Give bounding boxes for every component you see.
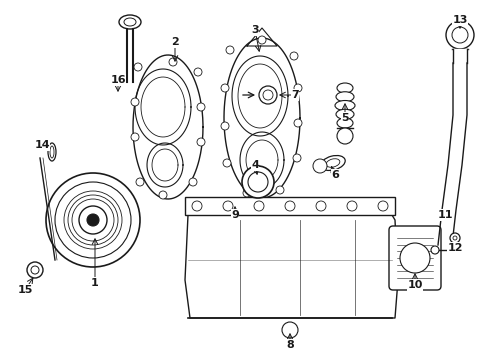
FancyBboxPatch shape bbox=[388, 226, 440, 290]
Circle shape bbox=[221, 122, 228, 130]
Circle shape bbox=[169, 58, 177, 66]
Circle shape bbox=[131, 133, 139, 141]
Circle shape bbox=[293, 119, 302, 127]
Bar bbox=[184, 197, 394, 215]
Ellipse shape bbox=[124, 18, 136, 26]
Text: 5: 5 bbox=[341, 113, 348, 123]
Circle shape bbox=[136, 178, 143, 186]
Text: 1: 1 bbox=[91, 278, 99, 288]
Polygon shape bbox=[127, 29, 133, 82]
Circle shape bbox=[282, 322, 297, 338]
Circle shape bbox=[55, 182, 131, 258]
Circle shape bbox=[131, 98, 139, 106]
Text: 10: 10 bbox=[407, 280, 422, 290]
Circle shape bbox=[64, 191, 122, 249]
Circle shape bbox=[225, 46, 234, 54]
Circle shape bbox=[72, 199, 114, 241]
Circle shape bbox=[336, 128, 352, 144]
Circle shape bbox=[194, 68, 202, 76]
Circle shape bbox=[27, 262, 43, 278]
Polygon shape bbox=[184, 215, 397, 318]
Circle shape bbox=[430, 246, 438, 254]
Text: 9: 9 bbox=[231, 210, 239, 220]
Circle shape bbox=[197, 138, 204, 146]
Circle shape bbox=[253, 201, 264, 211]
Circle shape bbox=[223, 159, 230, 167]
Circle shape bbox=[292, 154, 301, 162]
Circle shape bbox=[242, 166, 273, 198]
Circle shape bbox=[312, 159, 326, 173]
Circle shape bbox=[134, 63, 142, 71]
Text: 12: 12 bbox=[447, 243, 462, 253]
Ellipse shape bbox=[325, 159, 339, 167]
Text: 14: 14 bbox=[34, 140, 50, 150]
Circle shape bbox=[289, 52, 297, 60]
Circle shape bbox=[159, 191, 167, 199]
Ellipse shape bbox=[320, 156, 345, 171]
Ellipse shape bbox=[335, 109, 353, 119]
Text: 16: 16 bbox=[110, 75, 125, 85]
Circle shape bbox=[68, 195, 118, 245]
Text: 4: 4 bbox=[250, 160, 259, 170]
Text: 8: 8 bbox=[285, 340, 293, 350]
Circle shape bbox=[399, 243, 429, 273]
Text: 7: 7 bbox=[290, 90, 298, 100]
Ellipse shape bbox=[336, 118, 352, 128]
Ellipse shape bbox=[50, 146, 54, 158]
Ellipse shape bbox=[119, 15, 141, 29]
Circle shape bbox=[31, 266, 39, 274]
Text: 6: 6 bbox=[330, 170, 338, 180]
Circle shape bbox=[315, 201, 325, 211]
Circle shape bbox=[87, 214, 99, 226]
Text: 11: 11 bbox=[436, 210, 452, 220]
Circle shape bbox=[46, 173, 140, 267]
Circle shape bbox=[192, 201, 202, 211]
Circle shape bbox=[79, 206, 107, 234]
Circle shape bbox=[445, 21, 473, 49]
Circle shape bbox=[285, 201, 294, 211]
Circle shape bbox=[377, 201, 387, 211]
Ellipse shape bbox=[334, 100, 354, 111]
Circle shape bbox=[259, 86, 276, 104]
Polygon shape bbox=[452, 49, 466, 63]
Circle shape bbox=[451, 27, 467, 43]
Circle shape bbox=[263, 90, 272, 100]
Circle shape bbox=[247, 172, 267, 192]
Circle shape bbox=[189, 178, 197, 186]
Circle shape bbox=[221, 84, 228, 92]
Text: 15: 15 bbox=[17, 285, 33, 295]
Circle shape bbox=[346, 201, 356, 211]
Circle shape bbox=[223, 201, 232, 211]
Text: 13: 13 bbox=[451, 15, 467, 25]
Ellipse shape bbox=[48, 143, 56, 161]
Ellipse shape bbox=[335, 92, 353, 102]
Text: 2: 2 bbox=[171, 37, 179, 47]
Circle shape bbox=[293, 84, 302, 92]
Ellipse shape bbox=[336, 83, 352, 93]
Circle shape bbox=[452, 236, 456, 240]
Circle shape bbox=[197, 103, 204, 111]
Circle shape bbox=[243, 189, 250, 197]
Circle shape bbox=[449, 233, 459, 243]
Circle shape bbox=[258, 36, 265, 44]
Circle shape bbox=[275, 186, 284, 194]
Text: 3: 3 bbox=[251, 25, 258, 35]
